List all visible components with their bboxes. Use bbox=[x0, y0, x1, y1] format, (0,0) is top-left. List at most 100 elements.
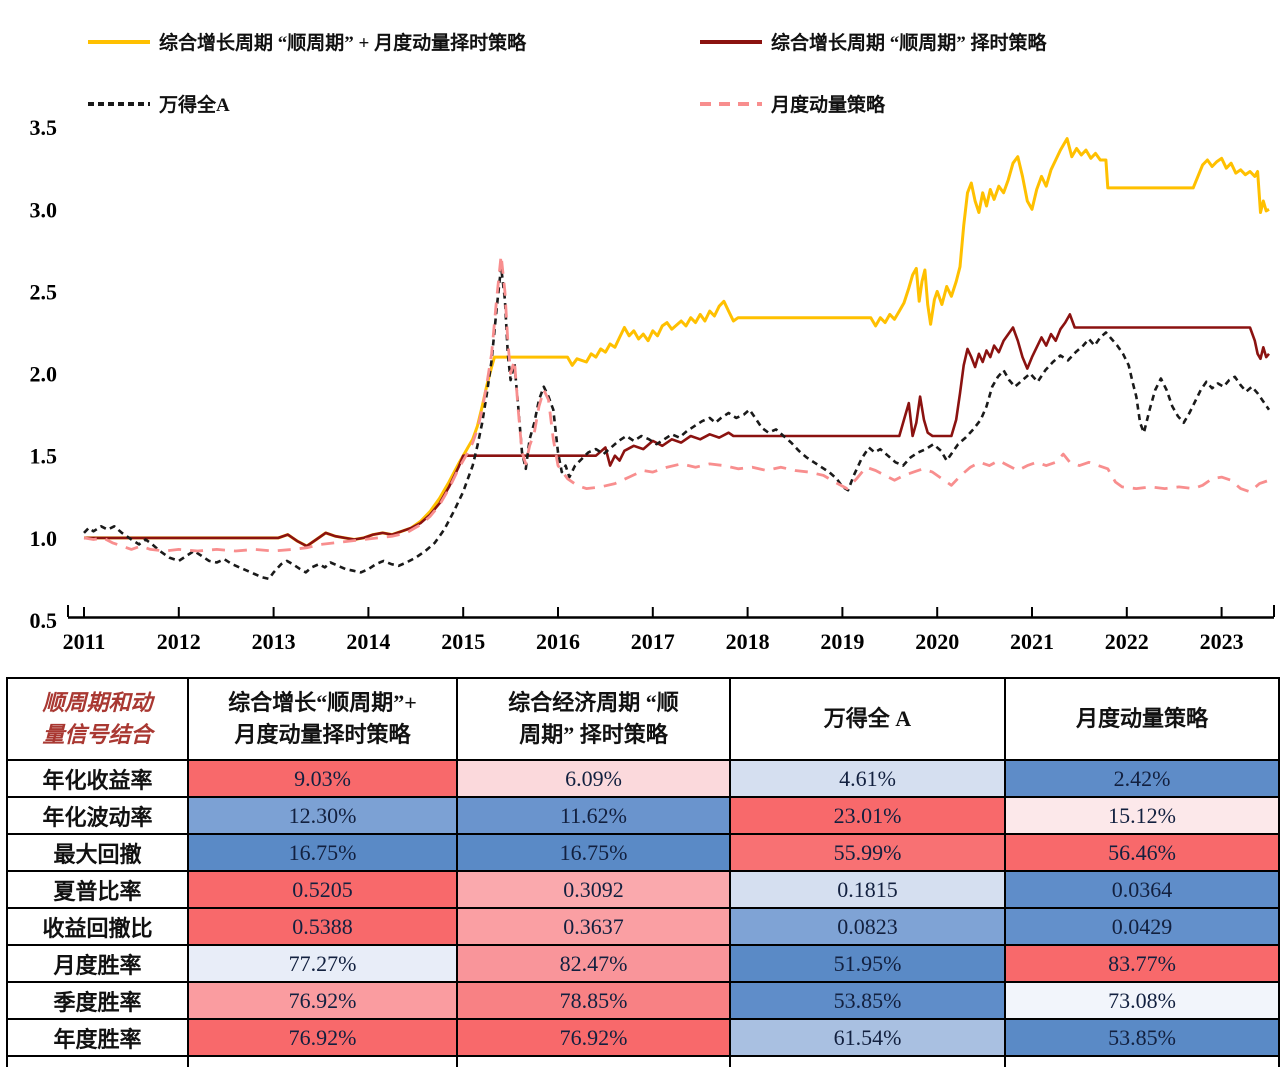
metric-cell: 53.85% bbox=[1004, 1018, 1280, 1057]
y-tick-label-2.0: 2.0 bbox=[30, 362, 58, 387]
x-tick-label-2022: 2022 bbox=[1105, 629, 1149, 654]
series-cycle bbox=[84, 313, 1270, 548]
empty-cell bbox=[1004, 1055, 1280, 1067]
table-row: 年化波动率 12.30% 11.62% 23.01% 15.12% bbox=[6, 796, 1280, 835]
legend-item-windA: 万得全A bbox=[88, 90, 230, 117]
x-tick-label-2021: 2021 bbox=[1010, 629, 1054, 654]
empty-cell bbox=[187, 1055, 458, 1067]
metric-cell: 0.0823 bbox=[729, 907, 1006, 946]
stats-table-container: 顺周期和动 量信号结合 综合增长“顺周期”+ 月度动量择时策略 综合经济周期 “顺 … bbox=[6, 677, 1280, 1067]
x-tick-label-2016: 2016 bbox=[536, 629, 580, 654]
line-chart-canvas: 2011 2012 2013 2014 2015 2016 2017 2018 2019 2020… bbox=[30, 115, 1275, 654]
metric-cell: 77.27% bbox=[187, 944, 458, 983]
table-row: 年化收益率 9.03% 6.09% 4.61% 2.42% bbox=[6, 759, 1280, 798]
empty-cell bbox=[6, 1055, 189, 1067]
x-tick-label-2013: 2013 bbox=[252, 629, 296, 654]
table-row: 最大回撤 16.75% 16.75% 55.99% 56.46% bbox=[6, 833, 1280, 872]
legend-label-cycle: 综合增长周期 “顺周期” 择时策略 bbox=[771, 33, 1047, 54]
legend-line-windA bbox=[88, 101, 150, 106]
x-tick-label-2018: 2018 bbox=[726, 629, 770, 654]
row-label: 月度胜率 bbox=[6, 944, 189, 983]
y-tick-label-0.5: 0.5 bbox=[30, 608, 58, 633]
metric-cell: 2.42% bbox=[1004, 759, 1280, 798]
table-row: 月度胜率 77.27% 82.47% 51.95% 83.77% bbox=[6, 944, 1280, 983]
column-header-4: 月度动量策略 bbox=[1004, 677, 1280, 761]
x-tick-label-2023: 2023 bbox=[1200, 629, 1244, 654]
series-windA bbox=[83, 265, 1271, 581]
row-label: 收益回撤比 bbox=[6, 907, 189, 946]
row-label: 夏普比率 bbox=[6, 870, 189, 909]
empty-cell bbox=[729, 1055, 1006, 1067]
x-tick-label-2011: 2011 bbox=[63, 629, 106, 654]
metric-cell: 12.30% bbox=[187, 796, 458, 835]
stats-table: 顺周期和动 量信号结合 综合增长“顺周期”+ 月度动量择时策略 综合经济周期 “顺 … bbox=[6, 677, 1280, 1067]
legend-item-momentum: 月度动量策略 bbox=[700, 90, 885, 117]
metric-cell: 0.5388 bbox=[187, 907, 458, 946]
x-tick-label-2017: 2017 bbox=[631, 629, 675, 654]
partial-row bbox=[6, 1055, 1280, 1067]
column-header-3: 万得全 A bbox=[729, 677, 1006, 761]
x-tick-label-2014: 2014 bbox=[346, 629, 390, 654]
metric-cell: 76.92% bbox=[187, 1018, 458, 1057]
metric-cell: 56.46% bbox=[1004, 833, 1280, 872]
row-label: 年度胜率 bbox=[6, 1018, 189, 1057]
metric-cell: 0.0364 bbox=[1004, 870, 1280, 909]
metric-cell: 0.5205 bbox=[187, 870, 458, 909]
metric-cell: 0.3092 bbox=[456, 870, 731, 909]
y-tick-label-1.5: 1.5 bbox=[30, 444, 58, 469]
row-label: 年化收益率 bbox=[6, 759, 189, 798]
series-momentum bbox=[83, 253, 1270, 553]
metric-cell: 53.85% bbox=[729, 981, 1006, 1020]
metric-cell: 16.75% bbox=[187, 833, 458, 872]
metric-cell: 76.92% bbox=[187, 981, 458, 1020]
legend-label-momentum: 月度动量策略 bbox=[771, 95, 886, 116]
metric-cell: 51.95% bbox=[729, 944, 1006, 983]
metric-cell: 11.62% bbox=[456, 796, 731, 835]
metric-cell: 15.12% bbox=[1004, 796, 1280, 835]
x-tick-label-2015: 2015 bbox=[441, 629, 485, 654]
table-header-row: 顺周期和动 量信号结合 综合增长“顺周期”+ 月度动量择时策略 综合经济周期 “顺 … bbox=[6, 677, 1280, 761]
metric-cell: 76.92% bbox=[456, 1018, 731, 1057]
metric-cell: 78.85% bbox=[456, 981, 731, 1020]
table-row: 收益回撤比 0.5388 0.3637 0.0823 0.0429 bbox=[6, 907, 1280, 946]
legend-label-combo: 综合增长周期 “顺周期” + 月度动量择时策略 bbox=[159, 33, 527, 54]
metric-cell: 9.03% bbox=[187, 759, 458, 798]
x-tick-label-2019: 2019 bbox=[820, 629, 864, 654]
y-tick-label-3.0: 3.0 bbox=[30, 197, 58, 222]
x-tick-label-2020: 2020 bbox=[915, 629, 959, 654]
y-tick-label-3.5: 3.5 bbox=[30, 115, 58, 140]
series-combo bbox=[84, 137, 1270, 548]
metric-cell: 0.3637 bbox=[456, 907, 731, 946]
metric-cell: 61.54% bbox=[729, 1018, 1006, 1057]
metric-cell: 0.1815 bbox=[729, 870, 1006, 909]
column-header-1: 综合增长“顺周期”+ 月度动量择时策略 bbox=[187, 677, 458, 761]
metric-cell: 82.47% bbox=[456, 944, 731, 983]
metric-cell: 23.01% bbox=[729, 796, 1006, 835]
table-row: 季度胜率 76.92% 78.85% 53.85% 73.08% bbox=[6, 981, 1280, 1020]
metric-cell: 83.77% bbox=[1004, 944, 1280, 983]
legend-item-combo: 综合增长周期 “顺周期” + 月度动量择时策略 bbox=[88, 28, 526, 55]
x-tick-label-2012: 2012 bbox=[157, 629, 201, 654]
performance-chart: 综合增长周期 “顺周期” + 月度动量择时策略 综合增长周期 “顺周期” 择时策略… bbox=[30, 28, 1275, 654]
y-tick-label-2.5: 2.5 bbox=[30, 279, 58, 304]
metric-cell: 6.09% bbox=[456, 759, 731, 798]
metric-cell: 4.61% bbox=[729, 759, 1006, 798]
metric-cell: 16.75% bbox=[456, 833, 731, 872]
legend-line-combo bbox=[88, 39, 150, 44]
y-tick-label-1.0: 1.0 bbox=[30, 526, 58, 551]
metric-cell: 55.99% bbox=[729, 833, 1006, 872]
legend-line-momentum bbox=[700, 101, 762, 106]
row-label: 季度胜率 bbox=[6, 981, 189, 1020]
table-corner-header: 顺周期和动 量信号结合 bbox=[6, 677, 189, 761]
legend-line-cycle bbox=[700, 39, 762, 44]
legend-item-cycle: 综合增长周期 “顺周期” 择时策略 bbox=[700, 28, 1047, 55]
empty-cell bbox=[456, 1055, 731, 1067]
metric-cell: 73.08% bbox=[1004, 981, 1280, 1020]
row-label: 最大回撤 bbox=[6, 833, 189, 872]
table-row: 年度胜率 76.92% 76.92% 61.54% 53.85% bbox=[6, 1018, 1280, 1057]
metric-cell: 0.0429 bbox=[1004, 907, 1280, 946]
column-header-2: 综合经济周期 “顺 周期” 择时策略 bbox=[456, 677, 731, 761]
legend-label-windA: 万得全A bbox=[159, 95, 230, 116]
table-row: 夏普比率 0.5205 0.3092 0.1815 0.0364 bbox=[6, 870, 1280, 909]
row-label: 年化波动率 bbox=[6, 796, 189, 835]
